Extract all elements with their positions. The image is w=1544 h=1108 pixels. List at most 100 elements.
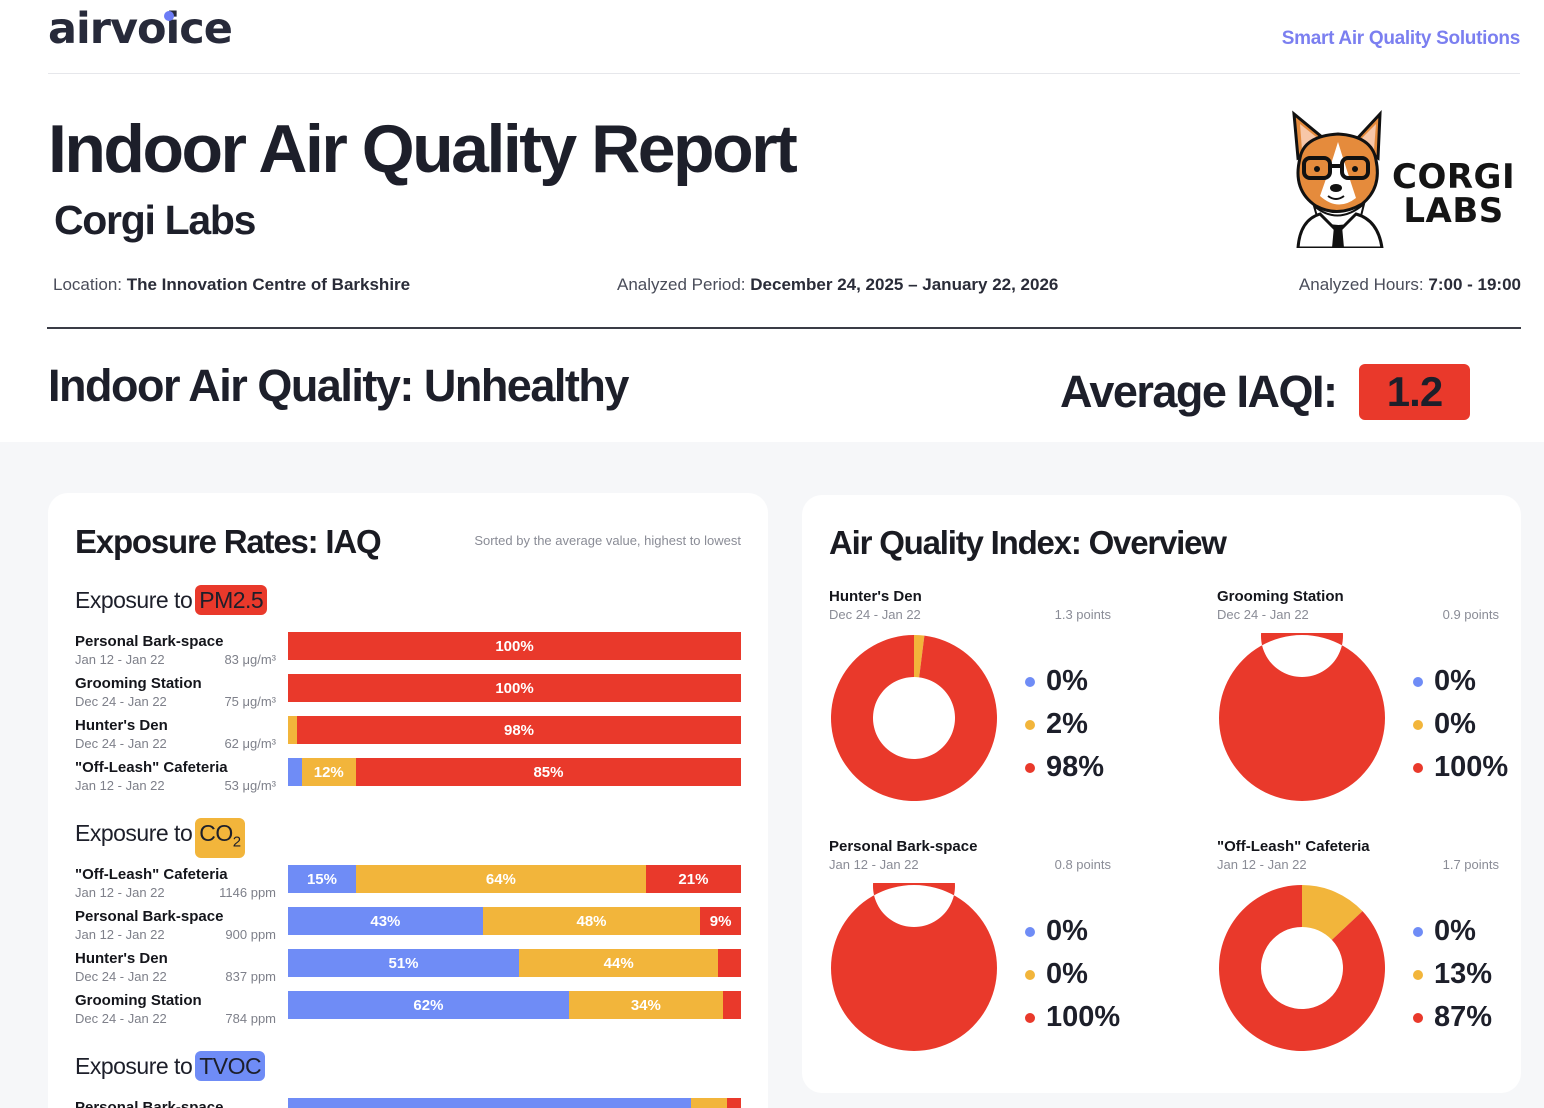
tagline-link[interactable]: Smart Air Quality Solutions — [1281, 28, 1521, 49]
bar-segment-moderate — [691, 1098, 728, 1108]
legend-percent: 0% — [1046, 958, 1088, 990]
donut-location-name: Personal Bark-space — [829, 838, 978, 855]
corgi-mascot-icon — [1292, 109, 1384, 248]
bar-segment-moderate: 48% — [482, 907, 701, 935]
legend-item-unhealthy: 100% — [1025, 996, 1120, 1039]
pollutant-badge: PM2.5 — [195, 585, 268, 615]
pollutant-badge: TVOC — [195, 1051, 266, 1081]
legend-dot-icon — [1025, 719, 1035, 730]
location-meta: Location: The Innovation Centre of Barks… — [53, 275, 410, 295]
legend-dot-icon — [1413, 1012, 1423, 1023]
donut-points: 1.3 points — [1054, 607, 1111, 622]
legend-percent: 2% — [1046, 708, 1088, 740]
bar-segment-unhealthy: 100% — [288, 632, 741, 660]
exposure-bar: 51% 44% — [288, 949, 741, 977]
row-location-name: "Off-Leash" Cafeteria — [75, 866, 228, 883]
legend-item-moderate: 2% — [1025, 703, 1104, 746]
donut-date-range: Dec 24 - Jan 22 — [829, 607, 921, 622]
exposure-bar: 62% 34% — [288, 991, 741, 1019]
legend-dot-icon — [1025, 762, 1035, 773]
legend-item-good: 0% — [1025, 660, 1104, 703]
legend-dot-icon — [1413, 762, 1423, 773]
legend-percent: 0% — [1434, 708, 1476, 740]
legend-percent: 0% — [1046, 665, 1088, 697]
client-logo-text: CORGI LABS — [1392, 160, 1515, 228]
donut-legend: 0% 13% 87% — [1413, 910, 1492, 1039]
exposure-bar — [288, 1098, 741, 1108]
exposure-prefix: Exposure to — [75, 1053, 193, 1079]
donut-slice-moderate — [1302, 885, 1363, 940]
exposure-bar: 15% 64% 21% — [288, 865, 741, 893]
bar-segment-good: 15% — [288, 865, 356, 893]
bar-segment-unhealthy: 9% — [700, 907, 741, 935]
period-label: Analyzed Period: — [617, 275, 746, 294]
exposure-row: Grooming Station Dec 24 - Jan 22 75 μg/m³ 1… — [75, 674, 741, 715]
legend-dot-icon — [1025, 676, 1035, 687]
bar-segment-good — [288, 1098, 692, 1108]
row-date-range: Dec 24 - Jan 22 — [75, 736, 167, 751]
donut-chart — [831, 635, 997, 801]
bar-segment-unhealthy: 85% — [355, 758, 741, 786]
exposure-row: Personal Bark-space Jan 12 - Jan 22 900 pp… — [75, 907, 741, 948]
bar-segment-moderate: 44% — [519, 949, 719, 977]
exposure-heading: Exposure to TVOC — [75, 1051, 266, 1081]
row-average-value: 83 μg/m³ — [224, 652, 276, 667]
bar-segment-moderate: 34% — [568, 991, 723, 1019]
report-subtitle: Corgi Labs — [54, 197, 256, 243]
exposure-bar: 12% 85% — [288, 758, 741, 786]
legend-item-unhealthy: 87% — [1413, 996, 1492, 1039]
exposure-row: Hunter's Den Dec 24 - Jan 22 837 ppm 51% 44% — [75, 949, 741, 990]
legend-percent: 87% — [1434, 1001, 1493, 1033]
row-average-value: 1146 ppm — [219, 885, 276, 900]
donut-legend: 0% 0% 100% — [1413, 660, 1508, 789]
bar-segment-unhealthy: 98% — [297, 716, 741, 744]
exposure-bar: 100% — [288, 632, 741, 660]
row-date-range: Jan 12 - Jan 22 — [75, 778, 165, 793]
header-divider — [48, 73, 1520, 74]
exposure-row: "Off-Leash" Cafeteria Jan 12 - Jan 22 1146… — [75, 865, 741, 906]
bar-segment-moderate — [288, 716, 298, 744]
bar-segment-moderate: 12% — [301, 758, 356, 786]
donut-slice-unhealthy — [1219, 633, 1385, 801]
pollutant-name: PM2.5 — [199, 587, 264, 613]
period-meta: Analyzed Period: December 24, 2025 – Jan… — [617, 275, 1058, 295]
donut-legend: 0% 2% 98% — [1025, 660, 1104, 789]
donut-chart-block: "Off-Leash" Cafeteria Jan 12 - Jan 22 1.7 … — [1217, 838, 1537, 1078]
exposure-row: Personal Bark-space Jan 12 - Jan 22 83 μg/… — [75, 632, 741, 673]
legend-item-good: 0% — [1413, 910, 1492, 953]
donut-date-range: Jan 12 - Jan 22 — [1217, 857, 1307, 872]
report-title: Indoor Air Quality Report — [48, 111, 798, 187]
row-average-value: 900 ppm — [225, 927, 276, 942]
exposure-heading: Exposure to CO2 — [75, 818, 245, 858]
bar-segment-unhealthy: 100% — [288, 674, 741, 702]
donut-date-range: Jan 12 - Jan 22 — [829, 857, 919, 872]
exposure-card-title: Exposure Rates: IAQ — [75, 523, 382, 560]
row-average-value: 75 μg/m³ — [224, 694, 276, 709]
donut-slice-moderate — [914, 635, 925, 678]
overview-card-title: Air Quality Index: Overview — [829, 524, 1227, 561]
legend-item-good: 0% — [1413, 660, 1508, 703]
row-date-range: Dec 24 - Jan 22 — [75, 1011, 167, 1026]
exposure-heading: Exposure to PM2.5 — [75, 585, 268, 615]
pollutant-badge: CO2 — [195, 818, 245, 858]
legend-item-moderate: 13% — [1413, 953, 1492, 996]
bar-segment-good: 62% — [288, 991, 569, 1019]
average-iaqi-badge: 1.2 — [1359, 364, 1470, 420]
row-average-value: 784 ppm — [225, 1011, 276, 1026]
row-date-range: Jan 12 - Jan 22 — [75, 652, 165, 667]
legend-item-unhealthy: 100% — [1413, 746, 1508, 789]
exposure-row: Personal Bark-space — [75, 1098, 741, 1108]
legend-dot-icon — [1025, 926, 1035, 937]
exposure-bar: 98% — [288, 716, 741, 744]
pollutant-name: CO — [199, 820, 233, 846]
legend-dot-icon — [1025, 969, 1035, 980]
exposure-bar: 43% 48% 9% — [288, 907, 741, 935]
row-date-range: Dec 24 - Jan 22 — [75, 694, 167, 709]
pollutant-subscript: 2 — [232, 833, 241, 851]
row-location-name: Hunter's Den — [75, 950, 168, 967]
exposure-bar: 100% — [288, 674, 741, 702]
legend-percent: 0% — [1434, 915, 1476, 947]
bar-segment-moderate: 64% — [355, 865, 646, 893]
location-label: Location: — [53, 275, 122, 294]
row-location-name: Hunter's Den — [75, 717, 168, 734]
